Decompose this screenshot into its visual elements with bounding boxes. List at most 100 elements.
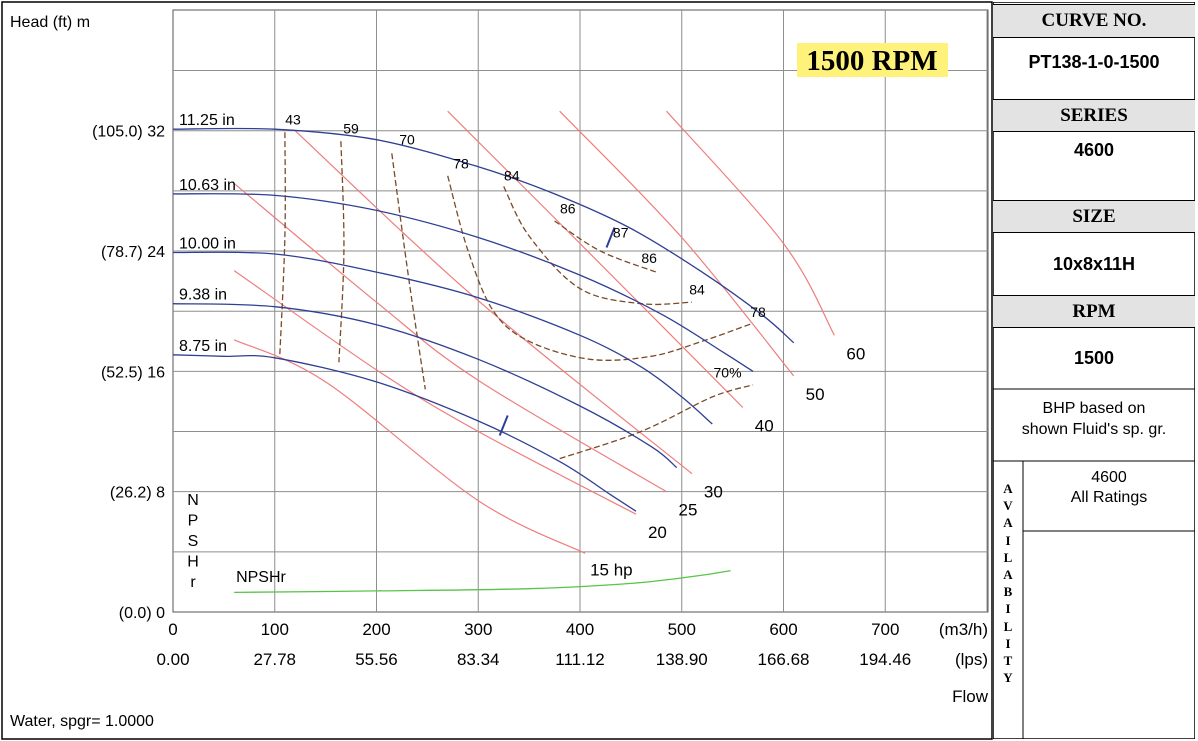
efficiency-label: 59 (343, 121, 359, 137)
impeller-curve-label: 9.38 in (179, 287, 227, 304)
efficiency-label: 86 (560, 200, 576, 216)
x-tick-label-m3h: 700 (871, 620, 899, 639)
availability-letter: L (1003, 618, 1013, 634)
x-tick-label-m3h: 100 (261, 620, 289, 639)
impeller-curve-label: 8.75 in (179, 338, 227, 355)
power-curve (447, 110, 744, 408)
bep-tick (498, 415, 509, 436)
impeller-curve (172, 127, 795, 344)
efficiency-label: 70% (714, 364, 742, 380)
curve-info-panel: CURVE NO. PT138-1-0-1500 SERIES 4600 SIZ… (993, 2, 1195, 739)
power-curve (233, 270, 637, 515)
availability-letter: V (1003, 498, 1013, 514)
size-header: SIZE (993, 200, 1195, 233)
x-tick-label-lps: 0.00 (156, 650, 189, 669)
efficiency-label: 84 (689, 282, 705, 298)
bep-tick (605, 227, 616, 248)
npshr-curve (234, 569, 731, 594)
availability-letter: I (1005, 532, 1011, 548)
npsh-axis-letter: P (188, 513, 199, 530)
availability-value-line-2: All Ratings (1070, 489, 1148, 506)
x-tick-label-lps: 166.68 (758, 650, 810, 669)
efficiency-label: 87 (613, 225, 629, 241)
efficiency-curve (391, 153, 426, 390)
chart-labels: (0.0) 0 (26.2) 8 (52.5) 16 (78.7) 24 (105.0)… (92, 112, 911, 669)
efficiency-curves (279, 132, 754, 460)
power-curve-label: 30 (704, 483, 723, 502)
x-tick-label-m3h: 0 (168, 620, 177, 639)
size-value: 10x8x11H (1052, 254, 1136, 274)
availability-value: 4600 All Ratings (1023, 468, 1195, 508)
power-curves (233, 110, 835, 554)
availability-value-line-1: 4600 (1091, 469, 1127, 486)
impeller-curve-label: 11.25 in (179, 112, 235, 129)
x-unit-lps: (lps) (955, 650, 988, 669)
power-curve (294, 130, 693, 475)
curve-no-value: PT138-1-0-1500 (1028, 52, 1160, 72)
efficiency-label: 78 (750, 304, 766, 320)
x-unit-m3h: (m3/h) (939, 620, 988, 639)
efficiency-label: 70 (399, 131, 415, 147)
power-curve-label: 20 (648, 523, 667, 542)
y-tick-label: (52.5) 16 (101, 364, 165, 381)
efficiency-label: 43 (285, 112, 301, 128)
efficiency-curve (279, 132, 286, 355)
bhp-note-line-2: shown Fluid's sp. gr. (1021, 421, 1167, 438)
x-tick-label-lps: 111.12 (555, 650, 604, 669)
power-curve-label: 40 (755, 416, 774, 435)
x-tick-label-lps: 55.56 (355, 650, 398, 669)
y-tick-label: (0.0) 0 (119, 605, 165, 622)
x-axis-label: Flow (952, 687, 989, 706)
impeller-curve (172, 303, 678, 469)
npsh-axis-letter: N (187, 492, 199, 509)
rpm-value: 1500 (1073, 348, 1115, 368)
chart-border (1, 1, 993, 740)
fluid-note: Water, spgr= 1.0000 (10, 713, 154, 730)
power-curve (559, 110, 795, 377)
npsh-axis-letter: S (188, 533, 199, 550)
bhp-note-line-1: BHP based on (1042, 400, 1146, 417)
panel-lines (993, 2, 1195, 739)
efficiency-label: 86 (641, 250, 657, 266)
efficiency-curve (554, 220, 657, 273)
npsh-axis-letter: r (190, 574, 196, 591)
availability-letter: I (1005, 601, 1011, 617)
npshr-label: NPSHr (236, 569, 286, 586)
impeller-curve (172, 193, 754, 372)
availability-letter: A (1003, 481, 1013, 496)
y-tick-label: (26.2) 8 (110, 485, 165, 502)
availability-letter: L (1003, 549, 1013, 565)
y-axis-label: Head (ft) m (10, 14, 90, 31)
availability-letter: B (1003, 584, 1013, 600)
series-value: 4600 (1073, 140, 1115, 160)
rpm-badge-background (797, 43, 948, 77)
availability-letter: Y (1003, 670, 1013, 686)
efficiency-label: 84 (504, 167, 520, 183)
impeller-curve-label: 10.00 in (179, 236, 236, 253)
rpm-badge: 1500 RPM (806, 45, 937, 77)
power-curve (233, 339, 586, 554)
chart-gridlines (172, 9, 989, 613)
x-tick-label-lps: 83.34 (457, 650, 500, 669)
curve-no-header: CURVE NO. (993, 4, 1195, 38)
x-tick-label-m3h: 600 (769, 620, 797, 639)
y-tick-label: (78.7) 24 (101, 244, 165, 261)
x-tick-label-lps: 194.46 (859, 650, 911, 669)
efficiency-label: 78 (453, 155, 469, 171)
x-tick-label-lps: 27.78 (253, 650, 296, 669)
availability-letter: T (1003, 653, 1013, 669)
rpm-header: RPM (993, 295, 1195, 328)
npshr-line (234, 569, 731, 594)
power-curve (233, 182, 667, 493)
power-curve (666, 110, 835, 336)
efficiency-curve (338, 141, 345, 363)
impeller-curve-label: 10.63 in (179, 177, 236, 194)
x-tick-label-lps: 138.90 (656, 650, 708, 669)
efficiency-curve (503, 186, 692, 306)
power-curve-label: 15 hp (590, 560, 633, 579)
availability-letter: A (1003, 515, 1013, 531)
availability-letter: A (1003, 567, 1013, 583)
